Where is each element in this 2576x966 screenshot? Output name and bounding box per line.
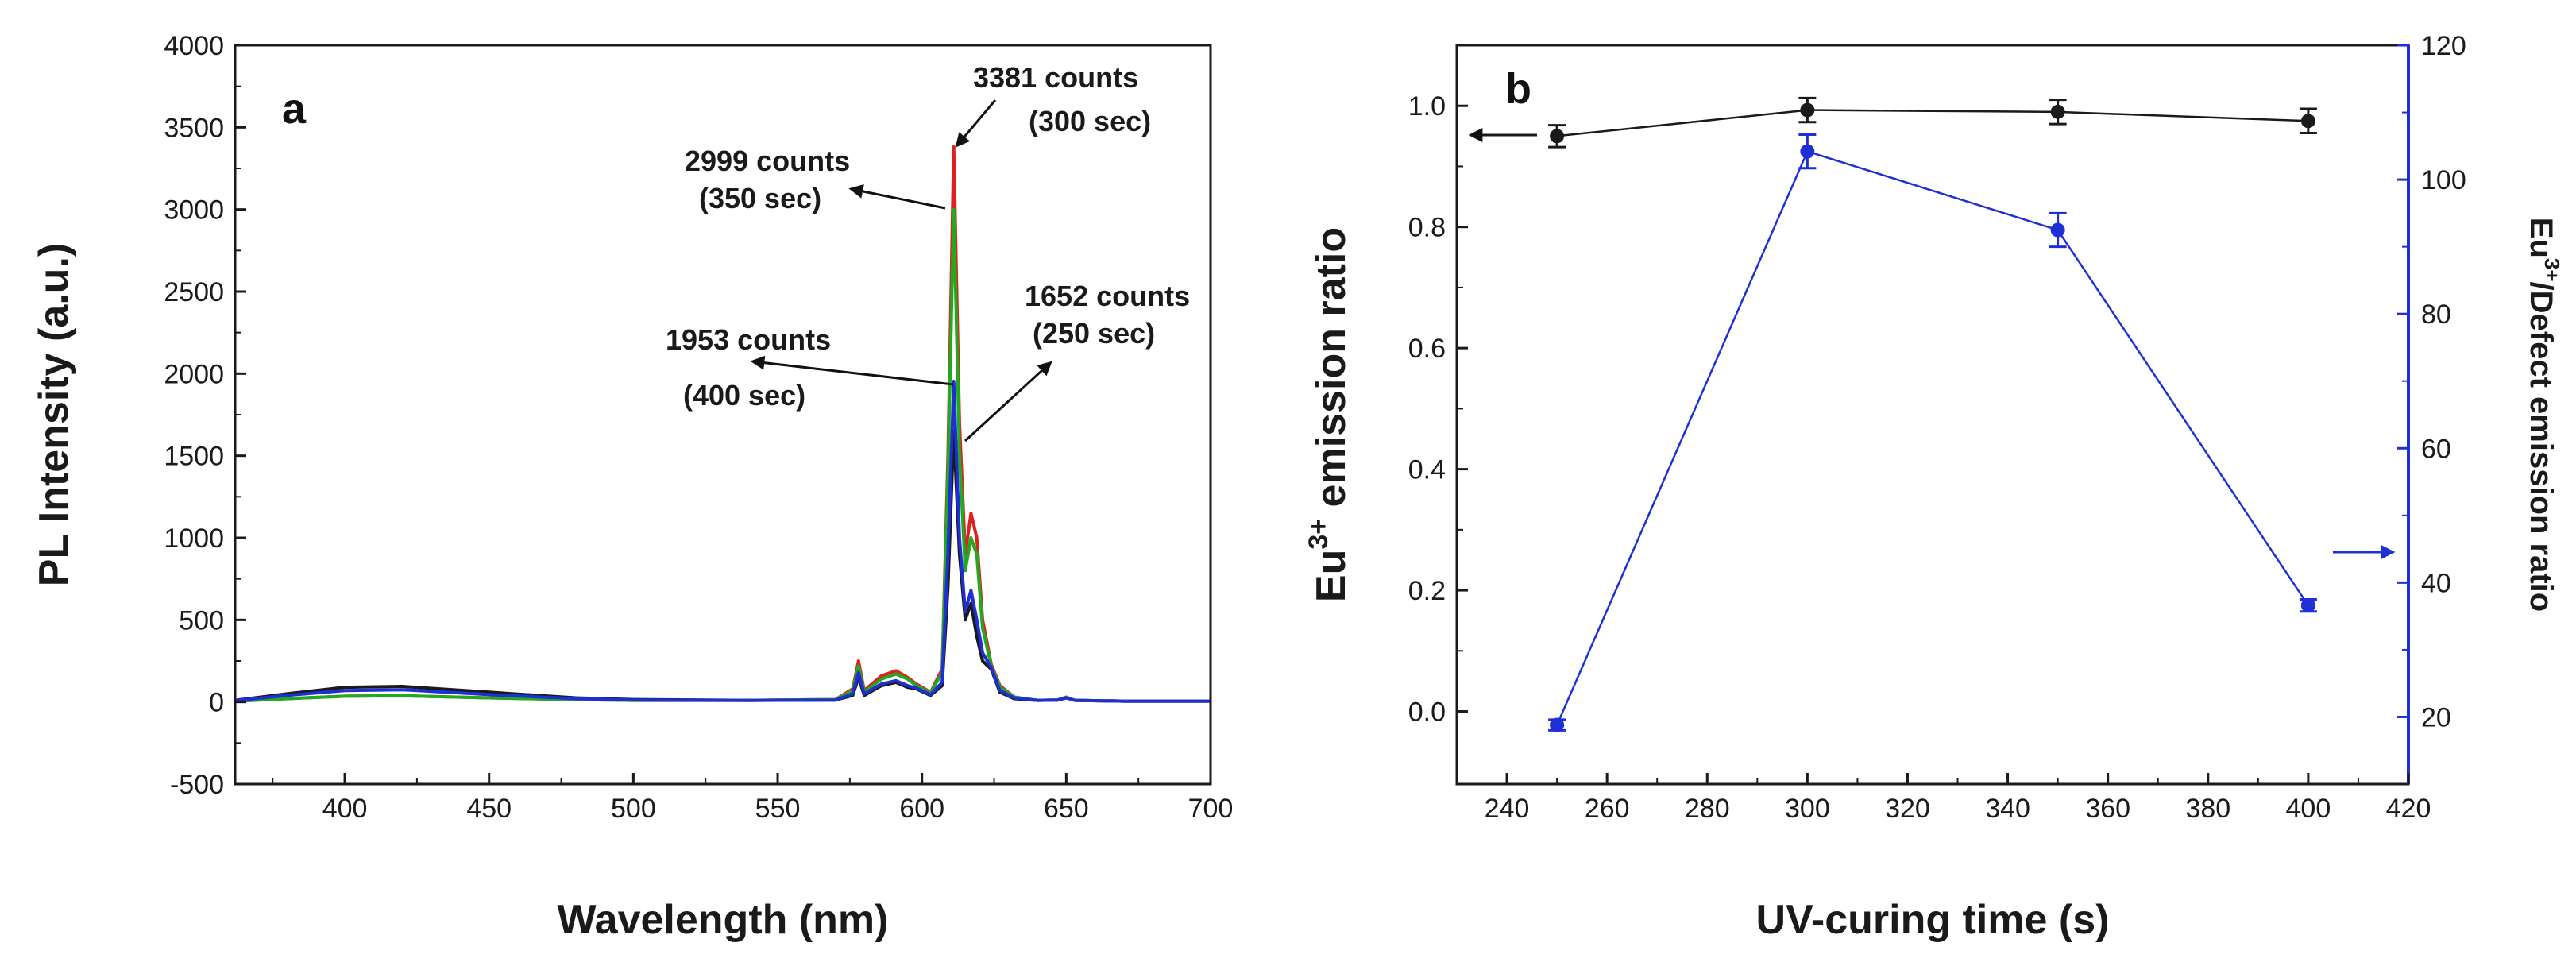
annotation-2999-time: (350 sec) xyxy=(699,182,821,214)
panel-b-data-point xyxy=(2300,598,2315,613)
panel-a-x-tick-label: 450 xyxy=(466,794,512,824)
panel-b-left-y-tick-label: 1.0 xyxy=(1408,91,1446,122)
panel-b-left-y-tick-label: 0.0 xyxy=(1408,697,1446,728)
panel-a-y-tick-label: 2000 xyxy=(164,359,224,389)
annotation-2999: 2999 counts (350 sec) xyxy=(685,145,946,214)
annotation-2999-arrow xyxy=(848,184,946,210)
panel-a-y-ticks: -500 0 500 1000 1500 2000 2500 3000 3500 4000 xyxy=(164,31,246,800)
panel-b-x-tick-label: 420 xyxy=(2386,794,2431,824)
panel-a-y-tick-label: 2500 xyxy=(164,277,224,307)
panel-a-y-tick-label: 3000 xyxy=(164,195,224,226)
panel-b-x-ticks: 240 260 280 300 320 340 360 380 400 420 xyxy=(1485,773,2431,824)
panel-a-y-tick-label: 500 xyxy=(179,605,224,636)
annotation-1953-arrow xyxy=(750,355,954,386)
annotation-3381: 3381 counts (300 sec) xyxy=(955,61,1151,148)
panel-b-left-y-tick-label: 0.8 xyxy=(1408,213,1446,243)
panel-a-y-tick-label: 1500 xyxy=(164,442,224,472)
panel-a-series-group xyxy=(234,145,1211,703)
panel-b-right-y-tick-label: 60 xyxy=(2421,434,2451,464)
panel-b-x-axis-title: UV-curing time (s) xyxy=(1756,897,2110,943)
annotation-1953-count: 1953 counts xyxy=(666,323,831,356)
panel-b-series-group xyxy=(1548,96,2317,732)
panel-a-series-line-250-sec xyxy=(234,429,1211,703)
panel-b-label: b xyxy=(1505,65,1531,113)
panel-b-data-point xyxy=(1800,102,1815,118)
panel-a-label: a xyxy=(282,85,307,133)
panel-b-x-tick-label: 300 xyxy=(1785,794,1830,824)
panel-b-data-point xyxy=(1800,144,1815,159)
panel-b-plot-frame xyxy=(1455,44,2410,786)
annotation-1953-time: (400 sec) xyxy=(683,379,805,412)
panel-b-x-tick-label: 380 xyxy=(2185,794,2230,824)
annotation-3381-time: (300 sec) xyxy=(1029,105,1151,137)
panel-a-x-axis-title: Wavelength (nm) xyxy=(558,897,889,943)
panel-a-series-line-300-sec xyxy=(234,145,1211,703)
panel-b-data-point xyxy=(1550,129,1565,144)
panel-b-left-y-title-sup: 3+ xyxy=(1303,519,1334,550)
panel-b-right-y-axis-title: Eu3+/Defect emission ratio xyxy=(2524,218,2564,612)
annotation-1652: 1652 counts (250 sec) xyxy=(964,280,1190,442)
panel-b-right-y-tick-label: 40 xyxy=(2421,568,2451,598)
annotation-1953: 1953 counts (400 sec) xyxy=(666,323,954,412)
panel-b-right-y-tick-label: 120 xyxy=(2421,31,2466,61)
panel-b-x-tick-label: 340 xyxy=(1985,794,2030,824)
panel-b-left-y-tick-label: 0.6 xyxy=(1408,334,1446,364)
panel-a-series-line-400-sec xyxy=(234,380,1211,703)
annotation-2999-count: 2999 counts xyxy=(685,145,850,177)
panel-b-x-tick-label: 240 xyxy=(1485,794,1530,824)
panel-a-y-tick-label: 4000 xyxy=(164,31,224,61)
panel-b-right-y-title-sup: 3+ xyxy=(2540,258,2564,282)
annotation-1652-count: 1652 counts xyxy=(1025,280,1190,312)
panel-b-left-y-title-rest: emission ratio xyxy=(1308,227,1354,519)
annotation-1652-arrow xyxy=(964,361,1052,442)
panel-b-x-tick-label: 400 xyxy=(2286,794,2331,824)
panel-b-x-tick-label: 280 xyxy=(1685,794,1730,824)
panel-a-y-tick-label: 3500 xyxy=(164,113,224,143)
panel-b-right-y-tick-label: 100 xyxy=(2421,165,2466,195)
panel-b-data-point xyxy=(1550,717,1565,732)
panel-b-data-point xyxy=(2300,114,2315,129)
panel-a-y-tick-label: -500 xyxy=(170,770,224,800)
panel-a-x-tick-label: 700 xyxy=(1188,794,1234,824)
panel-b-right-y-ticks: 20 40 60 80 100 120 xyxy=(2397,31,2466,732)
panel-a-y-axis-title: PL Intensity (a.u.) xyxy=(31,243,77,586)
panel-b-right-y-title-rest: /Defect emission ratio xyxy=(2524,282,2559,612)
panel-b-left-y-tick-label: 0.2 xyxy=(1408,576,1446,606)
panel-b-ratio-chart: 240 260 280 300 320 340 360 380 400 420 0.0 0.2 0.4… xyxy=(1303,31,2564,943)
panel-a-x-ticks: 400 450 500 550 600 650 700 xyxy=(272,773,1233,824)
panel-b-series-line-left xyxy=(1556,109,2308,137)
panel-a-y-tick-label: 0 xyxy=(209,688,224,718)
panel-b-right-y-tick-label: 80 xyxy=(2421,299,2451,330)
panel-a-x-tick-label: 650 xyxy=(1044,794,1089,824)
panel-a-x-tick-label: 500 xyxy=(611,794,656,824)
panel-a-y-tick-label: 1000 xyxy=(164,524,224,554)
panel-a-x-tick-label: 400 xyxy=(322,794,368,824)
panel-b-series-line-right xyxy=(1555,150,2309,726)
panel-b-data-point xyxy=(2050,104,2065,119)
panel-b-data-point xyxy=(2050,222,2065,238)
panel-a-x-tick-label: 550 xyxy=(755,794,801,824)
panel-b-x-tick-label: 320 xyxy=(1885,794,1930,824)
panel-b-right-y-title-main: Eu xyxy=(2524,218,2559,258)
panel-b-x-tick-label: 260 xyxy=(1585,794,1630,824)
panel-b-left-y-ticks: 0.0 0.2 0.4 0.6 0.8 1.0 xyxy=(1408,44,1468,728)
panel-b-left-y-title-main: Eu xyxy=(1308,550,1354,602)
annotation-1652-time: (250 sec) xyxy=(1033,317,1155,350)
panel-b-left-y-axis-title: Eu3+ emission ratio xyxy=(1303,227,1354,602)
annotation-3381-count: 3381 counts xyxy=(973,61,1138,94)
panel-b-right-y-tick-label: 20 xyxy=(2421,702,2451,732)
panel-a-x-tick-label: 600 xyxy=(899,794,944,824)
panel-b-left-y-tick-label: 0.4 xyxy=(1408,455,1446,485)
annotation-3381-arrow xyxy=(955,99,997,148)
panel-a-spectrum-chart: 400 450 500 550 600 650 700 -500 0 500 1000 1500 20… xyxy=(31,31,1233,943)
panel-b-x-tick-label: 360 xyxy=(2085,794,2130,824)
